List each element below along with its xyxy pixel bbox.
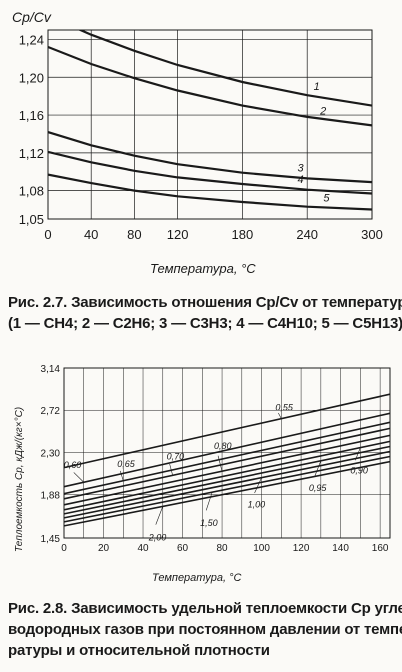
chart2-x-axis-label: Температура, °C [152,572,241,584]
chart1-series-5 [48,173,372,211]
chart2-series-label: 0,55 [275,403,294,413]
caption-line: (1 — CH4; 2 — C2H6; 3 — C3H3; 4 — C4H10;… [8,315,402,332]
chart2-y-tick: 3,14 [41,364,61,375]
chart2-series-1-00 [63,450,391,519]
chart1-series-4 [48,150,372,195]
chart2-x-tick: 120 [293,543,310,554]
chart2-x-tick: 20 [98,543,110,554]
chart2-label-leader [314,460,322,477]
chart2-series-0-55 [63,393,391,469]
chart2-label-leader [155,506,164,525]
chart2-y-tick: 2,30 [41,448,61,459]
chart2-series-0-65 [63,421,391,495]
chart2-series-label: 0,70 [167,451,185,461]
chart1-x-tick: 240 [296,227,318,242]
chart1-y-tick: 1,16 [19,108,44,123]
chart2-series-label: 0,95 [309,483,328,493]
chart2-x-tick: 0 [61,543,67,554]
chart1-y-tick: 1,12 [19,146,44,161]
chart1-series-label: 1 [314,81,320,93]
chart1-x-tick: 300 [361,227,383,242]
chart1-series-label: 5 [323,192,330,204]
chart2-y-tick: 1,45 [41,534,61,545]
chart2-x-tick: 80 [216,543,228,554]
chart2-series-label: 0,60 [64,460,82,470]
chart1-x-tick: 120 [167,227,189,242]
chart2-series-label: 0,90 [350,466,368,476]
chart2-series-0-70 [63,427,391,500]
chart1-x-tick: 0 [44,227,51,242]
chart2-series-label: 1,50 [200,518,218,528]
chart2-series-label: 2,00 [148,532,167,542]
chart2-series-0-80 [63,434,391,506]
chart2-x-tick: 40 [137,543,149,554]
chart1-y-tick: 1,08 [19,184,44,199]
chart2-label-leader [119,470,124,481]
chart2-series-label: 0,65 [117,459,136,469]
figure-2-7-caption: Рис. 2.7. Зависимость отношения Cp/Cv от… [8,292,402,334]
chart1-series-2 [48,45,372,127]
chart2-label-leader [73,472,84,483]
chart2-label-leader [355,447,361,461]
chart2-ticks: 0 20 40 60 80 100 120 140 160 3,14 2,72 2,30 1,88 1,4… [41,364,389,554]
chart2-label-leader [169,464,173,476]
chart2-series-label: 1,00 [248,500,266,510]
chart1-y-tick: 1,20 [19,70,44,85]
chart2-y-tick: 2,72 [41,406,61,417]
chart1-series-label: 2 [319,106,326,118]
chart-cp-cv-ratio: Cp/Cv 0 40 80 120 180 240 300 1,24 1,20 1,16 1,12 1… [12,9,383,276]
chart1-series-3 [48,131,372,184]
chart-heat-capacity: 0 20 40 60 80 100 120 140 160 3,14 2,72 2,30 1,88 1,4… [14,364,391,584]
chart2-label-leader [278,412,282,419]
chart1-ticks: 0 40 80 120 180 240 300 1,24 1,20 1,16 1,12 1,08 1,0… [19,32,383,242]
chart2-label-leader [217,455,223,472]
chart1-series-label: 4 [297,174,303,186]
chart1-series-1 [77,30,372,107]
chart2-x-tick: 160 [372,543,389,554]
chart1-x-tick: 80 [127,227,141,242]
chart2-series-0-60 [63,412,391,488]
chart2-y-axis-label: Теплоемкость Cp, кДж/(кг×°C) [14,407,25,552]
chart2-x-tick: 100 [253,543,270,554]
chart1-x-tick: 40 [84,227,98,242]
caption-line: Рис. 2.8. Зависимость удельной теплоемко… [8,600,402,617]
chart1-series [48,30,372,211]
chart2-series-0-90 [63,440,391,511]
chart2-frame [63,367,391,539]
caption-line: водородных газов при постоянном давлении… [8,621,402,638]
chart2-series-labels: 0,55 0,60 0,65 0,70 0,80 0,90 0,95 1,00 1,50 2,00 [64,403,368,543]
chart2-series-0-95 [63,445,391,515]
chart2-grid [63,367,391,539]
chart2-series [63,393,391,527]
chart2-series-label: 0,80 [214,441,232,451]
chart2-label-leader [254,477,262,494]
figure-2-8-caption: Рис. 2.8. Зависимость удельной теплоемко… [8,598,402,661]
chart2-series-1-50 [63,455,391,523]
chart2-series-2-00 [63,460,391,527]
chart1-y-axis-label: Cp/Cv [12,9,52,25]
chart1-x-tick: 180 [232,227,254,242]
chart2-x-tick: 60 [177,543,189,554]
chart1-x-axis-label: Температура, °C [150,261,256,276]
chart1-y-tick: 1,24 [19,32,44,47]
caption-line: Рис. 2.7. Зависимость отношения Cp/Cv от… [8,294,402,311]
chart1-series-label: 3 [297,163,304,175]
caption-line: ратуры и относительной плотности [8,642,270,659]
chart1-y-tick: 1,05 [19,212,44,227]
chart1-series-labels: 1 2 34 5 [297,81,330,204]
chart2-y-tick: 1,88 [41,491,61,502]
chart2-label-leader [205,492,213,511]
chart2-x-tick: 140 [332,543,349,554]
